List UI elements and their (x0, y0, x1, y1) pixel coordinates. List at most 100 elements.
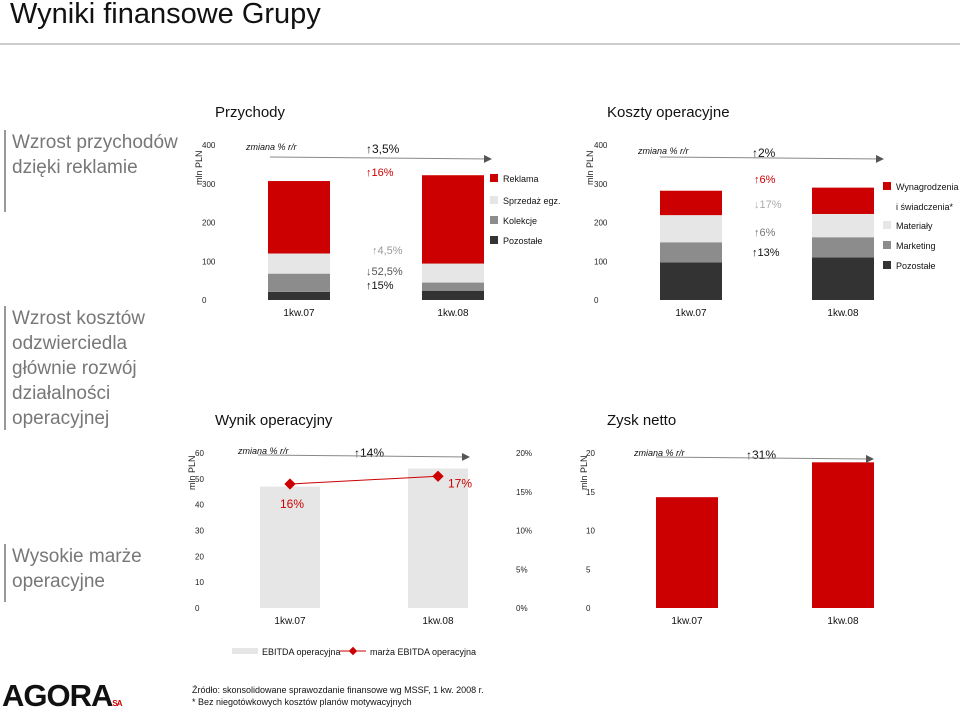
y-tick-label: 50 (195, 475, 204, 484)
y-tick-label: 10 (586, 527, 595, 536)
legend-swatch (490, 236, 498, 244)
legend-label: Marketing (896, 241, 936, 251)
segment-change-label: ↓52,5% (366, 266, 403, 278)
margin-label: 17% (448, 476, 472, 490)
y-tick-label: 400 (202, 141, 216, 150)
legend-label: Reklama (503, 174, 539, 184)
source-note: Źródło: skonsolidowane sprawozdanie fina… (192, 685, 484, 695)
y-tick-label: 100 (202, 257, 216, 266)
legend-swatch (883, 261, 891, 269)
legend-swatch (490, 216, 498, 224)
y-tick-label: 0 (202, 296, 207, 305)
segment-change-label: ↑16% (366, 167, 394, 179)
segment-change-label: ↓17% (754, 199, 782, 211)
bar (656, 497, 718, 608)
y-tick-label: 20 (586, 449, 595, 458)
side-note-revenue: Wzrost przychodów dzięki reklamie (4, 130, 187, 212)
margin-point (432, 470, 444, 482)
y-tick-label: 0 (594, 296, 599, 305)
y-tick-label: 200 (202, 219, 216, 228)
y-axis-label: mln PLN (579, 455, 589, 490)
x-tick-label: 1kw.08 (422, 616, 454, 627)
legend-swatch (490, 196, 498, 204)
bar-segment (812, 213, 874, 238)
change-label: zmiana % r/r (637, 146, 690, 156)
chart-title-wynik: Wynik operacyjny (215, 412, 333, 429)
bar-segment (268, 291, 330, 300)
bar-segment (422, 263, 484, 283)
legend-label: marża EBITDA operacyjna (370, 647, 476, 657)
y-tick-label: 10 (195, 578, 204, 587)
y-axis-label: mln PLN (585, 150, 595, 185)
trend-arrow (269, 154, 492, 163)
y-tick-label: 100 (594, 257, 608, 266)
bar-segment (422, 282, 484, 291)
y-tick-label: 300 (202, 180, 216, 189)
legend-label: Kolekcje (503, 216, 537, 226)
y-axis-label: mln PLN (194, 150, 204, 185)
legend-swatch (232, 648, 258, 654)
total-change: ↑14% (354, 446, 384, 460)
side-note-costs: Wzrost kosztów odzwierciedla głównie roz… (4, 306, 182, 430)
legend-label: Pozostałe (896, 261, 936, 271)
bar (408, 468, 468, 608)
change-label: zmiana % r/r (245, 142, 298, 152)
bar-segment (268, 253, 330, 274)
y-tick-label: 300 (594, 180, 608, 189)
footnote: * Bez niegotówkowych kosztów planów moty… (192, 697, 412, 707)
legend-label: Wynagrodzenia (896, 182, 958, 192)
legend-label: Sprzedaż egz. (503, 196, 561, 206)
legend-label: Pozostałe (503, 236, 543, 246)
margin-label: 16% (280, 497, 304, 511)
y-tick-label: 0 (195, 604, 200, 613)
legend-swatch (490, 174, 498, 182)
y-tick-label: 20 (195, 552, 204, 561)
chart-title-przychody: Przychody (215, 104, 286, 121)
side-note-margins: Wysokie marże operacyjne (4, 544, 182, 602)
x-tick-label: 1kw.07 (274, 616, 306, 627)
y-tick-label: 200 (594, 219, 608, 228)
y-tick-label: 0 (586, 604, 591, 613)
change-label: zmiana % r/r (633, 448, 686, 458)
x-tick-label: 1kw.08 (827, 308, 859, 319)
y-tick-label: 5 (586, 565, 591, 574)
bar-segment (660, 215, 722, 243)
bar-segment (812, 237, 874, 258)
y-tick-label: 15 (586, 488, 595, 497)
y-axis-label: mln PLN (187, 455, 197, 490)
trend-arrow (257, 452, 470, 461)
trend-arrow (655, 454, 874, 463)
legend-swatch (883, 182, 891, 190)
legend-label: EBITDA operacyjna (262, 647, 341, 657)
total-change: ↑31% (746, 448, 776, 462)
legend-swatch (883, 241, 891, 249)
x-tick-label: 1kw.07 (671, 616, 703, 627)
change-label: zmiana % r/r (237, 446, 290, 456)
segment-change-label: ↑6% (754, 174, 776, 186)
total-change: ↑2% (752, 146, 776, 160)
y2-tick-label: 10% (516, 527, 532, 536)
total-change: ↑3,5% (366, 142, 400, 156)
bar-segment (422, 175, 484, 264)
y-tick-label: 30 (195, 527, 204, 536)
bar-segment (660, 262, 722, 300)
y2-tick-label: 0% (516, 604, 528, 613)
segment-change-label: ↑13% (752, 247, 780, 259)
bar-segment (268, 181, 330, 254)
segment-change-label: ↑4,5% (372, 245, 403, 257)
y2-tick-label: 20% (516, 449, 532, 458)
page-title: Wyniki finansowe Grupy (10, 0, 321, 30)
segment-change-label: ↑15% (366, 280, 394, 292)
bar-segment (422, 290, 484, 300)
bar-segment (268, 273, 330, 292)
y-tick-label: 60 (195, 449, 204, 458)
margin-line (289, 475, 439, 485)
y-tick-label: 40 (195, 501, 204, 510)
bar-segment (660, 190, 722, 216)
x-tick-label: 1kw.08 (827, 616, 859, 627)
bar (812, 462, 874, 608)
y2-tick-label: 15% (516, 488, 532, 497)
x-tick-label: 1kw.07 (675, 308, 707, 319)
agora-logo: AGORASA (2, 678, 123, 713)
